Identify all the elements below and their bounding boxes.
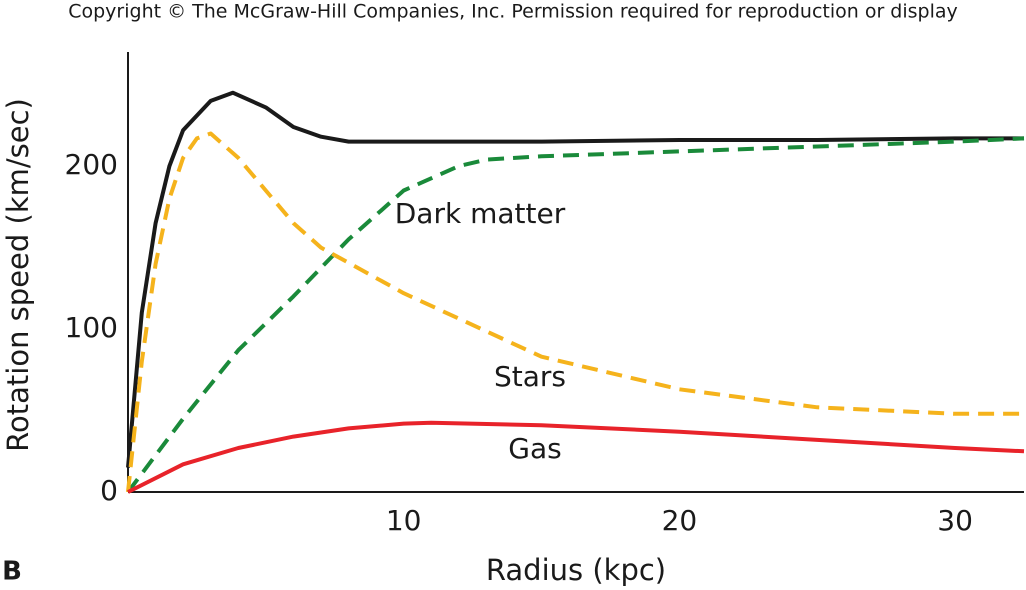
copyright-title: Copyright © The McGraw-Hill Companies, I… bbox=[68, 1, 958, 23]
x-tick-label: 10 bbox=[386, 504, 422, 537]
y-tick-label: 100 bbox=[65, 311, 118, 344]
series-label: Dark matter bbox=[395, 197, 566, 230]
series-line bbox=[127, 420, 1025, 494]
series-line bbox=[126, 90, 1024, 468]
series-label: Gas bbox=[508, 432, 561, 465]
x-axis-label: Radius (kpc) bbox=[486, 553, 666, 587]
panel-label: B bbox=[2, 557, 22, 587]
y-tick-label: 0 bbox=[100, 474, 118, 507]
y-axis-label: Rotation speed (km/sec) bbox=[1, 98, 35, 452]
x-tick-label: 30 bbox=[937, 504, 973, 537]
series-line bbox=[126, 136, 1025, 494]
y-tick-label: 200 bbox=[65, 148, 118, 181]
series-line bbox=[126, 131, 1024, 493]
x-tick-label: 20 bbox=[662, 504, 698, 537]
series-label: Stars bbox=[494, 360, 566, 393]
